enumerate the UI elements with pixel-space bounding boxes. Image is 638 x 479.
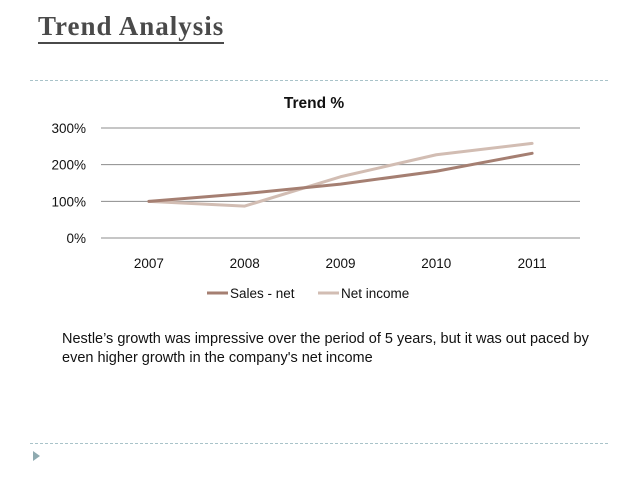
- x-tick-label: 2009: [325, 256, 355, 271]
- y-tick-label: 0%: [66, 231, 86, 246]
- slide-title: Trend Analysis: [38, 10, 225, 44]
- trend-chart: Trend % 0%100%200%300% 2007 2008 2009 2010 2…: [51, 95, 580, 301]
- bottom-divider: [30, 443, 608, 444]
- chart-legend: Sales - net Net income: [207, 286, 409, 301]
- top-divider: [30, 80, 608, 81]
- series-line-sales-net: [147, 151, 534, 203]
- chart-title: Trend %: [284, 95, 345, 112]
- chart-gridlines: [101, 127, 580, 239]
- x-tick-label: 2007: [134, 256, 164, 271]
- chart-series-lines: [147, 141, 534, 208]
- x-tick-label: 2010: [421, 256, 451, 271]
- series-line-net-income: [147, 141, 534, 208]
- y-tick-label: 100%: [51, 194, 86, 209]
- y-axis-tick-labels: 0% 100% 200% 300%: [51, 121, 86, 246]
- legend-label: Net income: [341, 286, 409, 301]
- triangle-bullet-icon: [33, 451, 40, 461]
- x-axis-tick-labels: 2007 2008 2009 2010 2011: [134, 256, 547, 271]
- legend-label: Sales - net: [230, 286, 295, 301]
- y-tick-label: 300%: [51, 121, 86, 136]
- x-tick-label: 2008: [230, 256, 260, 271]
- chart-caption: Nestle’s growth was impressive over the …: [62, 331, 589, 366]
- x-tick-label: 2011: [518, 256, 547, 271]
- y-tick-label: 200%: [51, 158, 86, 173]
